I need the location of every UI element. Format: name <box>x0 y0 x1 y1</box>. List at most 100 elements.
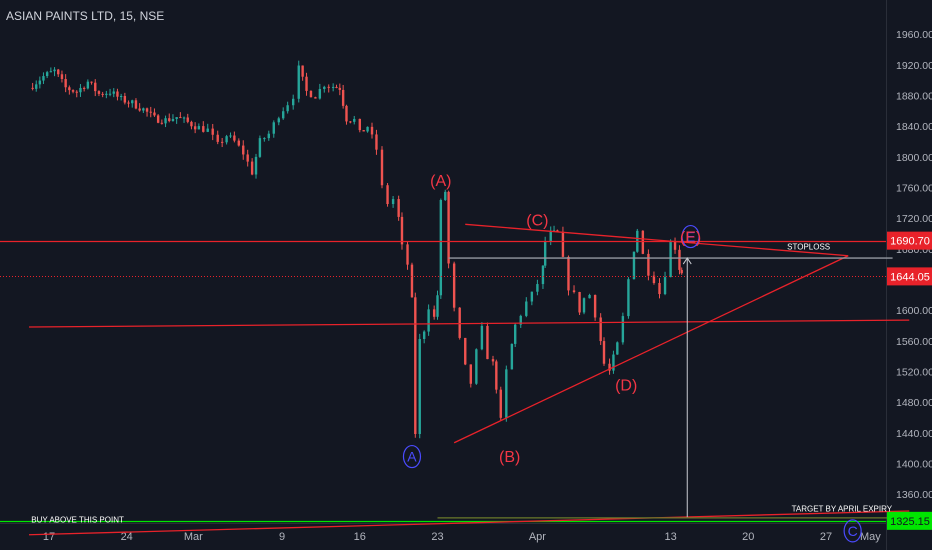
candle-body <box>397 199 400 217</box>
candle-body <box>301 65 304 77</box>
candle-body <box>362 130 365 132</box>
candle-body <box>220 141 224 143</box>
candle-body <box>123 96 127 103</box>
candle-body <box>119 96 123 98</box>
candle-body <box>175 117 178 119</box>
candle-body <box>35 84 38 89</box>
candle-body <box>593 294 597 318</box>
price-tag-label: 1325.15 <box>890 516 930 528</box>
candle-body <box>556 230 559 232</box>
target-arrow-head <box>682 257 692 265</box>
candle-body <box>160 122 164 124</box>
price-tag-label: 1644.05 <box>890 271 930 283</box>
candle-body <box>621 316 625 343</box>
candle-body <box>254 156 258 175</box>
candle-body <box>582 298 586 313</box>
candle-body <box>410 264 414 298</box>
candle-body <box>486 325 489 360</box>
y-tick-label: 1520.00 <box>896 366 932 378</box>
candle-body <box>246 154 249 162</box>
y-tick-label: 1480.00 <box>896 397 932 409</box>
chart-annotation: TARGET BY APRIL EXPIRY <box>792 505 893 514</box>
candle-body <box>127 102 130 104</box>
candle-body <box>101 93 104 95</box>
candle-body <box>475 349 478 384</box>
x-tick-label: 24 <box>121 531 133 543</box>
candle-body <box>427 309 430 332</box>
candle-body <box>318 88 322 99</box>
candle-body <box>353 118 356 122</box>
y-tick-label: 1440.00 <box>896 428 932 440</box>
trend-line <box>453 255 849 444</box>
candle-body <box>514 324 517 344</box>
candle-body <box>612 354 615 371</box>
candle-body <box>386 185 389 205</box>
candle-body <box>536 284 539 292</box>
y-tick-label: 1760.00 <box>896 183 932 195</box>
candle-body <box>75 91 78 93</box>
candle-body <box>422 331 426 339</box>
x-tick-label: 23 <box>431 531 443 543</box>
candle-body <box>391 199 395 205</box>
candle-body <box>370 126 374 135</box>
y-tick-label: 1960.00 <box>896 29 932 41</box>
y-tick-label: 1880.00 <box>896 91 932 103</box>
candle-body <box>250 161 254 175</box>
candle-body <box>258 138 262 157</box>
candle-body <box>480 325 484 350</box>
candle-body <box>447 191 450 264</box>
candle-body <box>186 117 189 122</box>
candle-body <box>439 199 443 296</box>
candle-body <box>263 138 266 140</box>
candle-body <box>42 76 45 81</box>
candle-body <box>31 87 34 89</box>
wave-label: A <box>407 449 417 465</box>
candle-body <box>602 341 606 364</box>
candle-body <box>179 117 182 119</box>
chart-annotation: STOPLOSS <box>787 243 830 252</box>
candle-body <box>282 111 285 119</box>
y-tick-label: 1360.00 <box>896 489 932 501</box>
candle-body <box>206 128 209 132</box>
candle-body <box>543 241 547 266</box>
candle-body <box>464 337 467 365</box>
candle-body <box>90 81 93 83</box>
candle-body <box>608 363 611 371</box>
candle-body <box>335 86 338 88</box>
candle-body <box>469 364 472 384</box>
candle-body <box>366 126 369 132</box>
y-tick-label: 1800.00 <box>896 152 932 164</box>
candle-body <box>164 118 167 124</box>
candle-body <box>519 315 522 325</box>
price-tag-background <box>887 511 932 530</box>
candle-body <box>572 290 576 292</box>
candle-body <box>561 231 565 257</box>
candle-body <box>491 359 495 362</box>
trend-line <box>465 223 849 257</box>
candle-body <box>97 91 101 94</box>
candle-body <box>541 265 545 285</box>
candle-body <box>305 76 308 91</box>
price-tag-label: 1690.70 <box>890 236 930 248</box>
candle-body <box>599 317 602 342</box>
candle-body <box>197 126 201 130</box>
candle-body <box>444 191 447 200</box>
price-tag-background <box>887 267 932 286</box>
candle-body <box>314 97 317 99</box>
candle-body <box>64 79 67 88</box>
candle-body <box>400 216 404 245</box>
candle-body <box>680 269 683 274</box>
wave-circle <box>843 519 862 543</box>
candle-body <box>641 230 645 254</box>
candle-body <box>267 133 270 139</box>
candle-body <box>45 72 49 77</box>
candle-body <box>510 343 514 370</box>
candle-body <box>153 112 156 116</box>
candle-body <box>149 111 152 113</box>
candle-body <box>68 87 71 91</box>
candle-body <box>211 128 214 135</box>
candle-body <box>327 86 330 88</box>
candle-body <box>156 115 160 123</box>
wave-label: (A) <box>430 173 451 190</box>
